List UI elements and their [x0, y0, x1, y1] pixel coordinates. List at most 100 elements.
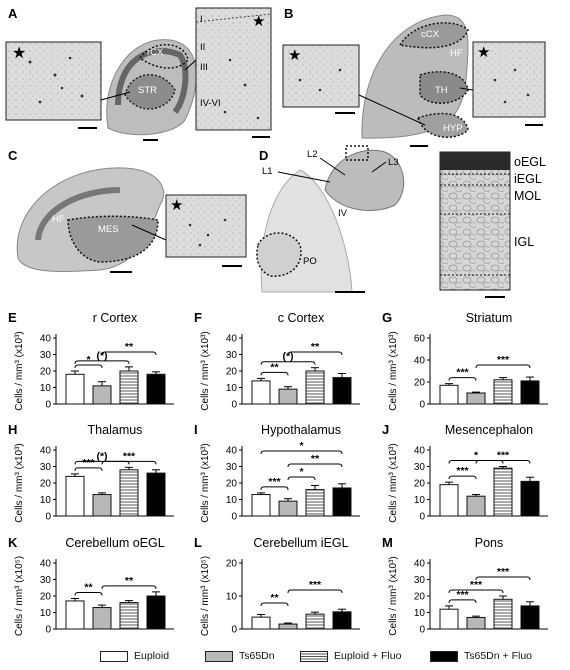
legend-swatch	[430, 650, 458, 662]
chart-panel-l: L Cerebellum iEGL Cells / mm³ (x10⁵) 0 10 20 *…	[194, 535, 360, 636]
legend-swatch	[100, 650, 128, 662]
chart-title: Mesencephalon	[445, 423, 533, 437]
significance-bracket	[475, 576, 531, 581]
star-icon: ★	[170, 197, 183, 214]
significance-label: ***	[497, 450, 510, 462]
significance-bracket	[101, 585, 157, 589]
significance-bracket	[448, 475, 477, 480]
y-tick-label: 20	[40, 592, 52, 603]
star-icon: ★	[288, 47, 301, 64]
brain-section-c	[16, 167, 165, 273]
significance-label: **	[311, 453, 320, 465]
bar-euploid-fluo	[493, 598, 513, 630]
pointer-line	[277, 171, 331, 183]
pointer-line	[371, 161, 387, 173]
bar-euploid	[65, 475, 85, 517]
bar-ts65dn	[466, 392, 486, 405]
inset-a-left	[5, 41, 102, 121]
significance-label: (*)	[282, 351, 293, 363]
significance-label: *	[299, 440, 304, 452]
layer-label: MOL	[514, 189, 541, 203]
bar-ts65dn	[278, 388, 298, 405]
inset-c	[165, 194, 247, 258]
y-tick-label: 30	[40, 462, 52, 473]
y-tick-label: 30	[40, 350, 52, 361]
significance-bracket	[74, 467, 103, 471]
y-tick-label: 30	[226, 462, 238, 473]
panel-letter-b: B	[284, 6, 293, 21]
brain-section-a	[106, 39, 197, 136]
y-tick-label: 0	[231, 512, 237, 523]
pointer-line	[131, 224, 167, 241]
y-axis-label: Cells / mm³ (x10⁵)	[200, 556, 211, 636]
significance-label: ***	[268, 476, 281, 488]
y-tick-label: 0	[231, 400, 237, 411]
significance-label: **	[125, 575, 134, 587]
significance-bracket	[448, 599, 477, 603]
significance-bracket	[74, 364, 103, 369]
panel-letter: K	[8, 535, 18, 550]
panel-letter: L	[194, 535, 202, 550]
bar-euploid-fluo	[119, 370, 139, 405]
bar-euploid-fluo	[119, 469, 139, 517]
layer-label: III	[200, 62, 208, 73]
bar-ts65dn-fluo	[332, 611, 352, 630]
inset-d	[439, 151, 511, 291]
y-axis-label: Cells / mm³ (x10³)	[388, 556, 399, 635]
significance-label: (*)	[96, 350, 107, 362]
star-icon: ★	[252, 13, 265, 30]
bar-euploid	[439, 384, 459, 405]
y-tick-label: 40	[414, 559, 426, 570]
y-tick-label: 40	[414, 356, 426, 367]
legend-swatch	[205, 650, 233, 662]
y-axis-label: Cells / mm³ (x10³)	[388, 331, 399, 410]
legend-item: Ts65Dn + Fluo	[430, 648, 532, 664]
y-tick-label: 40	[40, 446, 52, 457]
image-panel-d: D L1 L2 L3 IV PO oEGL iEGL MOL IGL	[256, 145, 546, 298]
layer-label: IV-VI	[200, 98, 221, 109]
bar-ts65dn	[466, 495, 486, 517]
significance-bracket	[287, 476, 316, 481]
bar-euploid	[439, 484, 459, 517]
significance-bracket	[475, 460, 531, 464]
significance-label: (*)	[96, 450, 107, 462]
significance-label: *	[86, 354, 91, 366]
chart-title: Thalamus	[88, 423, 143, 437]
labeled-cells-a-left	[28, 56, 84, 104]
y-tick-label: 10	[40, 495, 52, 506]
y-tick-label: 40	[40, 334, 52, 345]
bar-ts65dn-fluo	[520, 480, 540, 517]
y-tick-label: 0	[419, 512, 425, 523]
significance-label: ***	[456, 367, 469, 379]
y-axis-label: Cells / mm³ (x10³)	[200, 331, 211, 410]
y-tick-label: 40	[226, 446, 238, 457]
significance-bracket	[448, 589, 504, 594]
y-tick-label: 0	[231, 625, 237, 636]
region-label: MES	[98, 224, 119, 235]
chart-title: Pons	[475, 536, 504, 550]
labeled-cells-b-right	[493, 68, 530, 104]
chart-panel-j: J Mesencephalon Cells / mm³ (x10³) 0 10 20 30 4…	[382, 422, 548, 523]
chart-title: Striatum	[466, 311, 513, 325]
bar-euploid	[251, 494, 271, 517]
y-axis-label: Cells / mm³ (x10³)	[14, 331, 25, 410]
significance-label: ***	[497, 566, 510, 578]
pointer-line	[459, 87, 474, 91]
significance-label: *	[474, 450, 479, 462]
significance-bracket	[74, 460, 130, 465]
region-label: rCX	[147, 47, 164, 58]
y-axis-label: Cells / mm³ (x10³)	[14, 443, 25, 522]
panel-letter-a: A	[8, 6, 18, 21]
y-axis-label: Cells / mm³ (x10³)	[200, 443, 211, 522]
region-label: TH	[435, 85, 448, 96]
region-label: HYP	[443, 123, 463, 134]
y-axis-label: Cells / mm³ (x10⁵)	[14, 556, 25, 636]
significance-label: ***	[456, 589, 469, 601]
y-tick-label: 30	[414, 575, 426, 586]
y-tick-label: 40	[226, 334, 238, 345]
significance-label: **	[84, 581, 93, 593]
significance-label: ***	[456, 465, 469, 477]
bar-euploid	[65, 600, 85, 630]
